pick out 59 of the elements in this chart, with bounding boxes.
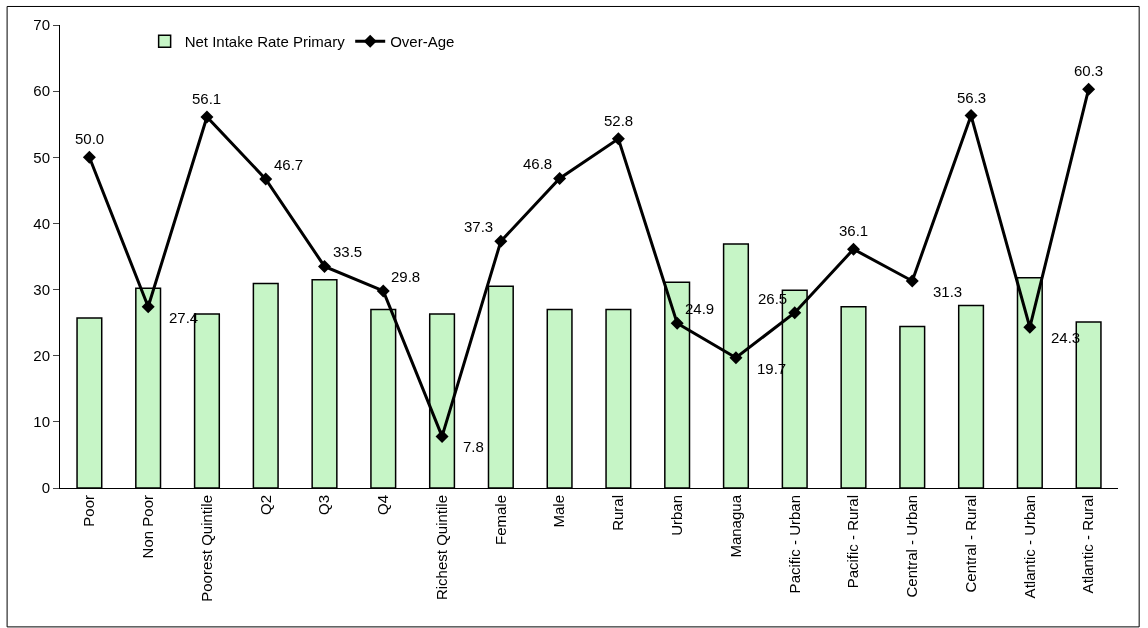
point — [376, 284, 390, 298]
x-tick-label: Pacific - Urban — [785, 495, 803, 594]
x-tick-label: Pacific - Rural — [844, 495, 862, 589]
data-label: 31.3 — [933, 283, 963, 300]
point — [1023, 320, 1037, 334]
x-tick-label: Q2 — [256, 495, 274, 516]
point — [905, 274, 919, 288]
data-label: 56.1 — [192, 90, 222, 107]
x-tick-label: Non Poor — [139, 495, 157, 559]
data-label: 60.3 — [1074, 62, 1104, 79]
y-tick-label: 40 — [33, 214, 50, 232]
point — [141, 300, 155, 314]
y-tick-label: 30 — [33, 280, 50, 298]
data-label: 7.8 — [463, 438, 484, 455]
x-tick-label: Female — [491, 495, 509, 546]
x-tick-label: Richest Quintile — [432, 495, 450, 601]
y-tick-label: 50 — [33, 148, 50, 166]
x-tick-label: Atlantic - Urban — [1020, 495, 1038, 599]
x-tick-label: Managua — [726, 494, 744, 558]
legend-label: Over-Age — [390, 33, 455, 51]
data-label: 33.5 — [333, 243, 363, 260]
y-tick-label: 60 — [33, 82, 50, 100]
x-tick-label: Atlantic - Rural — [1079, 495, 1097, 594]
y-tick-label: 20 — [33, 346, 50, 364]
data-label: 29.8 — [391, 268, 421, 285]
data-label: 56.3 — [957, 89, 987, 106]
point — [1082, 82, 1096, 96]
legend-label: Net Intake Rate Primary — [184, 33, 346, 51]
data-label: 52.8 — [604, 112, 634, 129]
point — [670, 316, 684, 330]
x-tick-label: Q4 — [374, 495, 392, 516]
y-tick-label: 70 — [33, 16, 50, 34]
x-tick-label: Central - Urban — [903, 495, 921, 598]
x-tick-label: Urban — [668, 495, 686, 536]
point — [435, 429, 449, 443]
y-tick-label: 0 — [41, 479, 50, 497]
data-label: 46.8 — [523, 155, 553, 172]
point — [964, 109, 978, 123]
point — [611, 132, 625, 146]
point — [259, 172, 273, 186]
point — [553, 171, 567, 185]
point — [494, 234, 508, 248]
data-label: 46.7 — [274, 156, 304, 173]
x-tick-label: Poor — [80, 495, 98, 527]
y-tick-label: 10 — [33, 413, 50, 431]
x-tick-label: Central - Rural — [961, 495, 979, 593]
point — [847, 242, 860, 256]
point — [200, 110, 214, 124]
x-tick-label: Male — [550, 495, 568, 528]
point — [82, 150, 96, 164]
data-label: 36.1 — [839, 222, 869, 239]
x-tick-label: Rural — [609, 495, 627, 531]
point — [318, 259, 331, 273]
point — [729, 351, 743, 365]
data-label: 50.0 — [75, 130, 105, 147]
x-tick-label: Q3 — [315, 495, 333, 516]
x-tick-label: Poorest Quintile — [197, 495, 215, 602]
point — [788, 306, 802, 320]
data-label: 37.3 — [464, 218, 494, 235]
